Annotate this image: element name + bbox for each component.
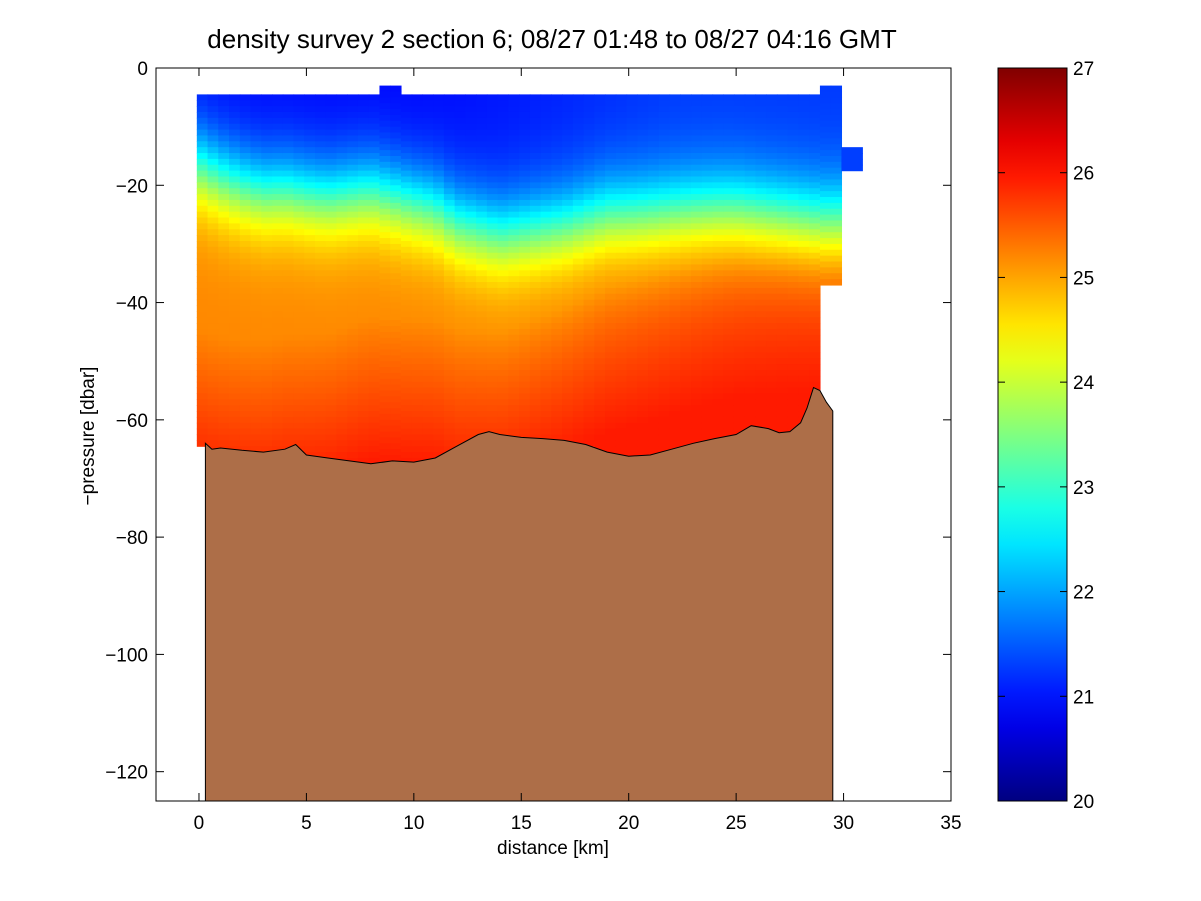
- x-tick-label: 20: [618, 813, 639, 834]
- plot-frame: [155, 67, 952, 802]
- y-tick-label: −40: [116, 294, 148, 315]
- colorbar-tick-label: 23: [1073, 478, 1094, 499]
- x-tick-label: 35: [940, 813, 961, 834]
- colorbar: 20 21 22 23 24 25 26 27: [997, 59, 1095, 813]
- y-tick-label: 0: [137, 59, 148, 80]
- y-tick-label: −60: [116, 411, 148, 432]
- x-tick-label: 5: [301, 813, 312, 834]
- y-axis-label: −pressure [dbar]: [78, 367, 99, 506]
- y-tick-label: −20: [116, 176, 148, 197]
- x-tick-label: 0: [194, 813, 205, 834]
- x-tick-label: 25: [726, 813, 747, 834]
- colorbar-tick-label: 21: [1073, 687, 1094, 708]
- bottom-topography: [204, 386, 834, 801]
- colorbar-tick-label: 26: [1073, 164, 1094, 185]
- colorbar-tick-label: 20: [1073, 792, 1094, 813]
- colorbar-ticks: 20 21 22 23 24 25 26 27: [998, 59, 1095, 813]
- x-axis-ticks: 0 5 10 15 20 25 30 35: [194, 68, 962, 834]
- colorbar-tick-label: 22: [1073, 583, 1094, 604]
- colorbar-tick-label: 27: [1073, 59, 1094, 80]
- plot-area: 0 5 10 15 20 25 30 35 −120 −100 −80 −60 −40 −20 0: [105, 59, 961, 834]
- y-tick-label: −120: [105, 763, 148, 784]
- colorbar-frame: [997, 67, 1068, 802]
- y-tick-label: −100: [105, 645, 148, 666]
- y-axis-ticks: −120 −100 −80 −60 −40 −20 0: [105, 59, 951, 784]
- x-tick-label: 30: [833, 813, 854, 834]
- chart-title: density survey 2 section 6; 08/27 01:48 …: [207, 24, 897, 54]
- colorbar-tick-label: 25: [1073, 268, 1094, 289]
- density-field: [196, 85, 863, 468]
- colorbar-fill: [998, 68, 1067, 801]
- x-tick-label: 10: [403, 813, 424, 834]
- y-tick-label: −80: [116, 528, 148, 549]
- colorbar-tick-label: 24: [1073, 373, 1095, 394]
- x-tick-label: 15: [511, 813, 532, 834]
- x-axis-label: distance [km]: [497, 838, 609, 859]
